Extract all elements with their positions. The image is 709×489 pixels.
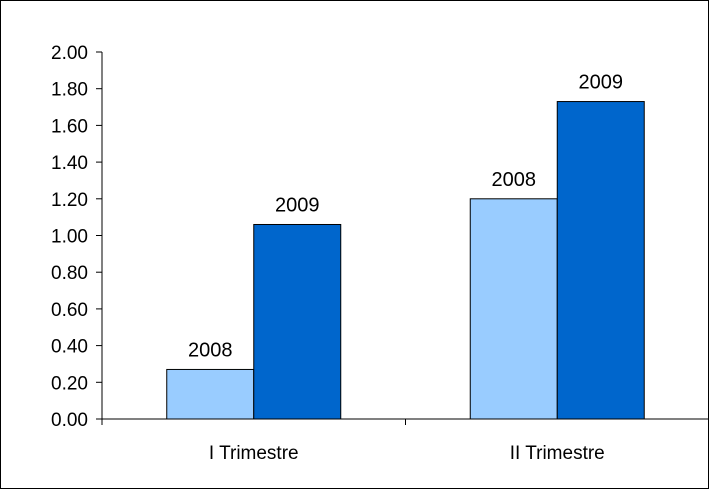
- y-tick-label: 1.80: [51, 80, 88, 101]
- bar: [253, 223, 342, 420]
- y-tick-label: 0.80: [51, 263, 88, 284]
- y-tick-label: 2.00: [51, 43, 88, 64]
- y-tick-label: 0.20: [51, 373, 88, 394]
- y-tick-label: 0.40: [51, 337, 88, 358]
- y-tick-label: 0.00: [51, 410, 88, 431]
- data-label: 2009: [579, 72, 624, 94]
- data-label: 2009: [275, 194, 320, 216]
- data-label: 2008: [492, 169, 537, 191]
- bar: [469, 198, 558, 420]
- y-tick-label: 1.40: [51, 153, 88, 174]
- data-label: 2008: [188, 339, 233, 361]
- bar: [556, 101, 645, 420]
- y-tick-label: 1.00: [51, 227, 88, 248]
- x-category-label: II Trimestre: [510, 443, 605, 464]
- x-category-label: I Trimestre: [209, 443, 299, 464]
- y-tick-label: 1.60: [51, 116, 88, 137]
- y-tick-label: 0.60: [51, 300, 88, 321]
- bar: [166, 368, 255, 420]
- y-tick-label: 1.20: [51, 190, 88, 211]
